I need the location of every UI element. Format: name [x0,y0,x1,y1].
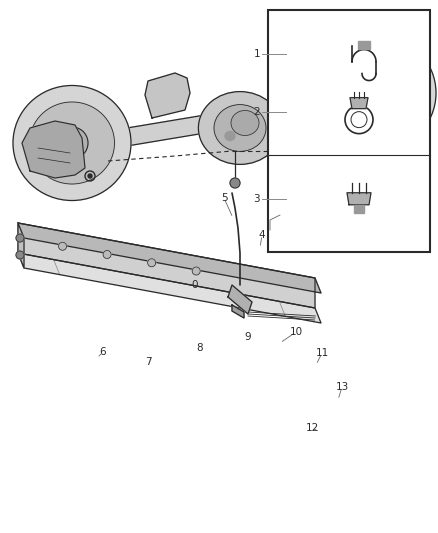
Circle shape [230,178,240,188]
Circle shape [103,251,111,259]
Circle shape [316,101,320,105]
Polygon shape [145,73,190,118]
Circle shape [16,251,24,259]
Polygon shape [22,121,85,178]
Polygon shape [55,85,385,158]
Text: 8: 8 [197,343,203,353]
Ellipse shape [338,57,413,129]
Polygon shape [18,253,321,323]
Circle shape [56,127,88,159]
Polygon shape [18,223,321,293]
Circle shape [368,48,382,62]
Polygon shape [347,193,371,205]
Polygon shape [228,285,252,314]
Polygon shape [18,223,315,308]
Circle shape [59,243,67,251]
Polygon shape [322,78,368,128]
Text: 2: 2 [253,107,260,117]
Text: 4: 4 [259,230,265,240]
Text: 9: 9 [245,332,251,342]
Polygon shape [232,305,244,318]
Ellipse shape [198,92,282,164]
Ellipse shape [29,102,114,184]
Ellipse shape [231,110,259,135]
Circle shape [404,74,418,88]
Text: 1: 1 [253,49,260,59]
Text: 0: 0 [192,280,198,290]
Polygon shape [18,223,24,268]
Circle shape [275,185,285,195]
Circle shape [367,85,383,101]
Bar [268,10,430,252]
Circle shape [88,174,92,178]
Ellipse shape [13,85,131,200]
Polygon shape [358,41,370,49]
Text: 10: 10 [290,327,303,337]
Circle shape [346,117,360,131]
Ellipse shape [225,132,235,141]
Circle shape [192,267,200,275]
Text: 5: 5 [221,193,227,203]
Polygon shape [354,205,364,213]
Circle shape [332,74,346,88]
Circle shape [390,117,404,131]
Ellipse shape [214,104,266,151]
Text: 13: 13 [336,382,349,392]
Text: 6: 6 [100,347,106,357]
Ellipse shape [314,34,436,152]
Circle shape [16,234,24,242]
Polygon shape [350,98,368,109]
Text: 11: 11 [315,348,328,358]
Text: 12: 12 [305,423,318,433]
Text: 7: 7 [145,357,151,367]
Circle shape [357,75,393,111]
Circle shape [148,259,155,266]
Text: 3: 3 [253,194,260,204]
